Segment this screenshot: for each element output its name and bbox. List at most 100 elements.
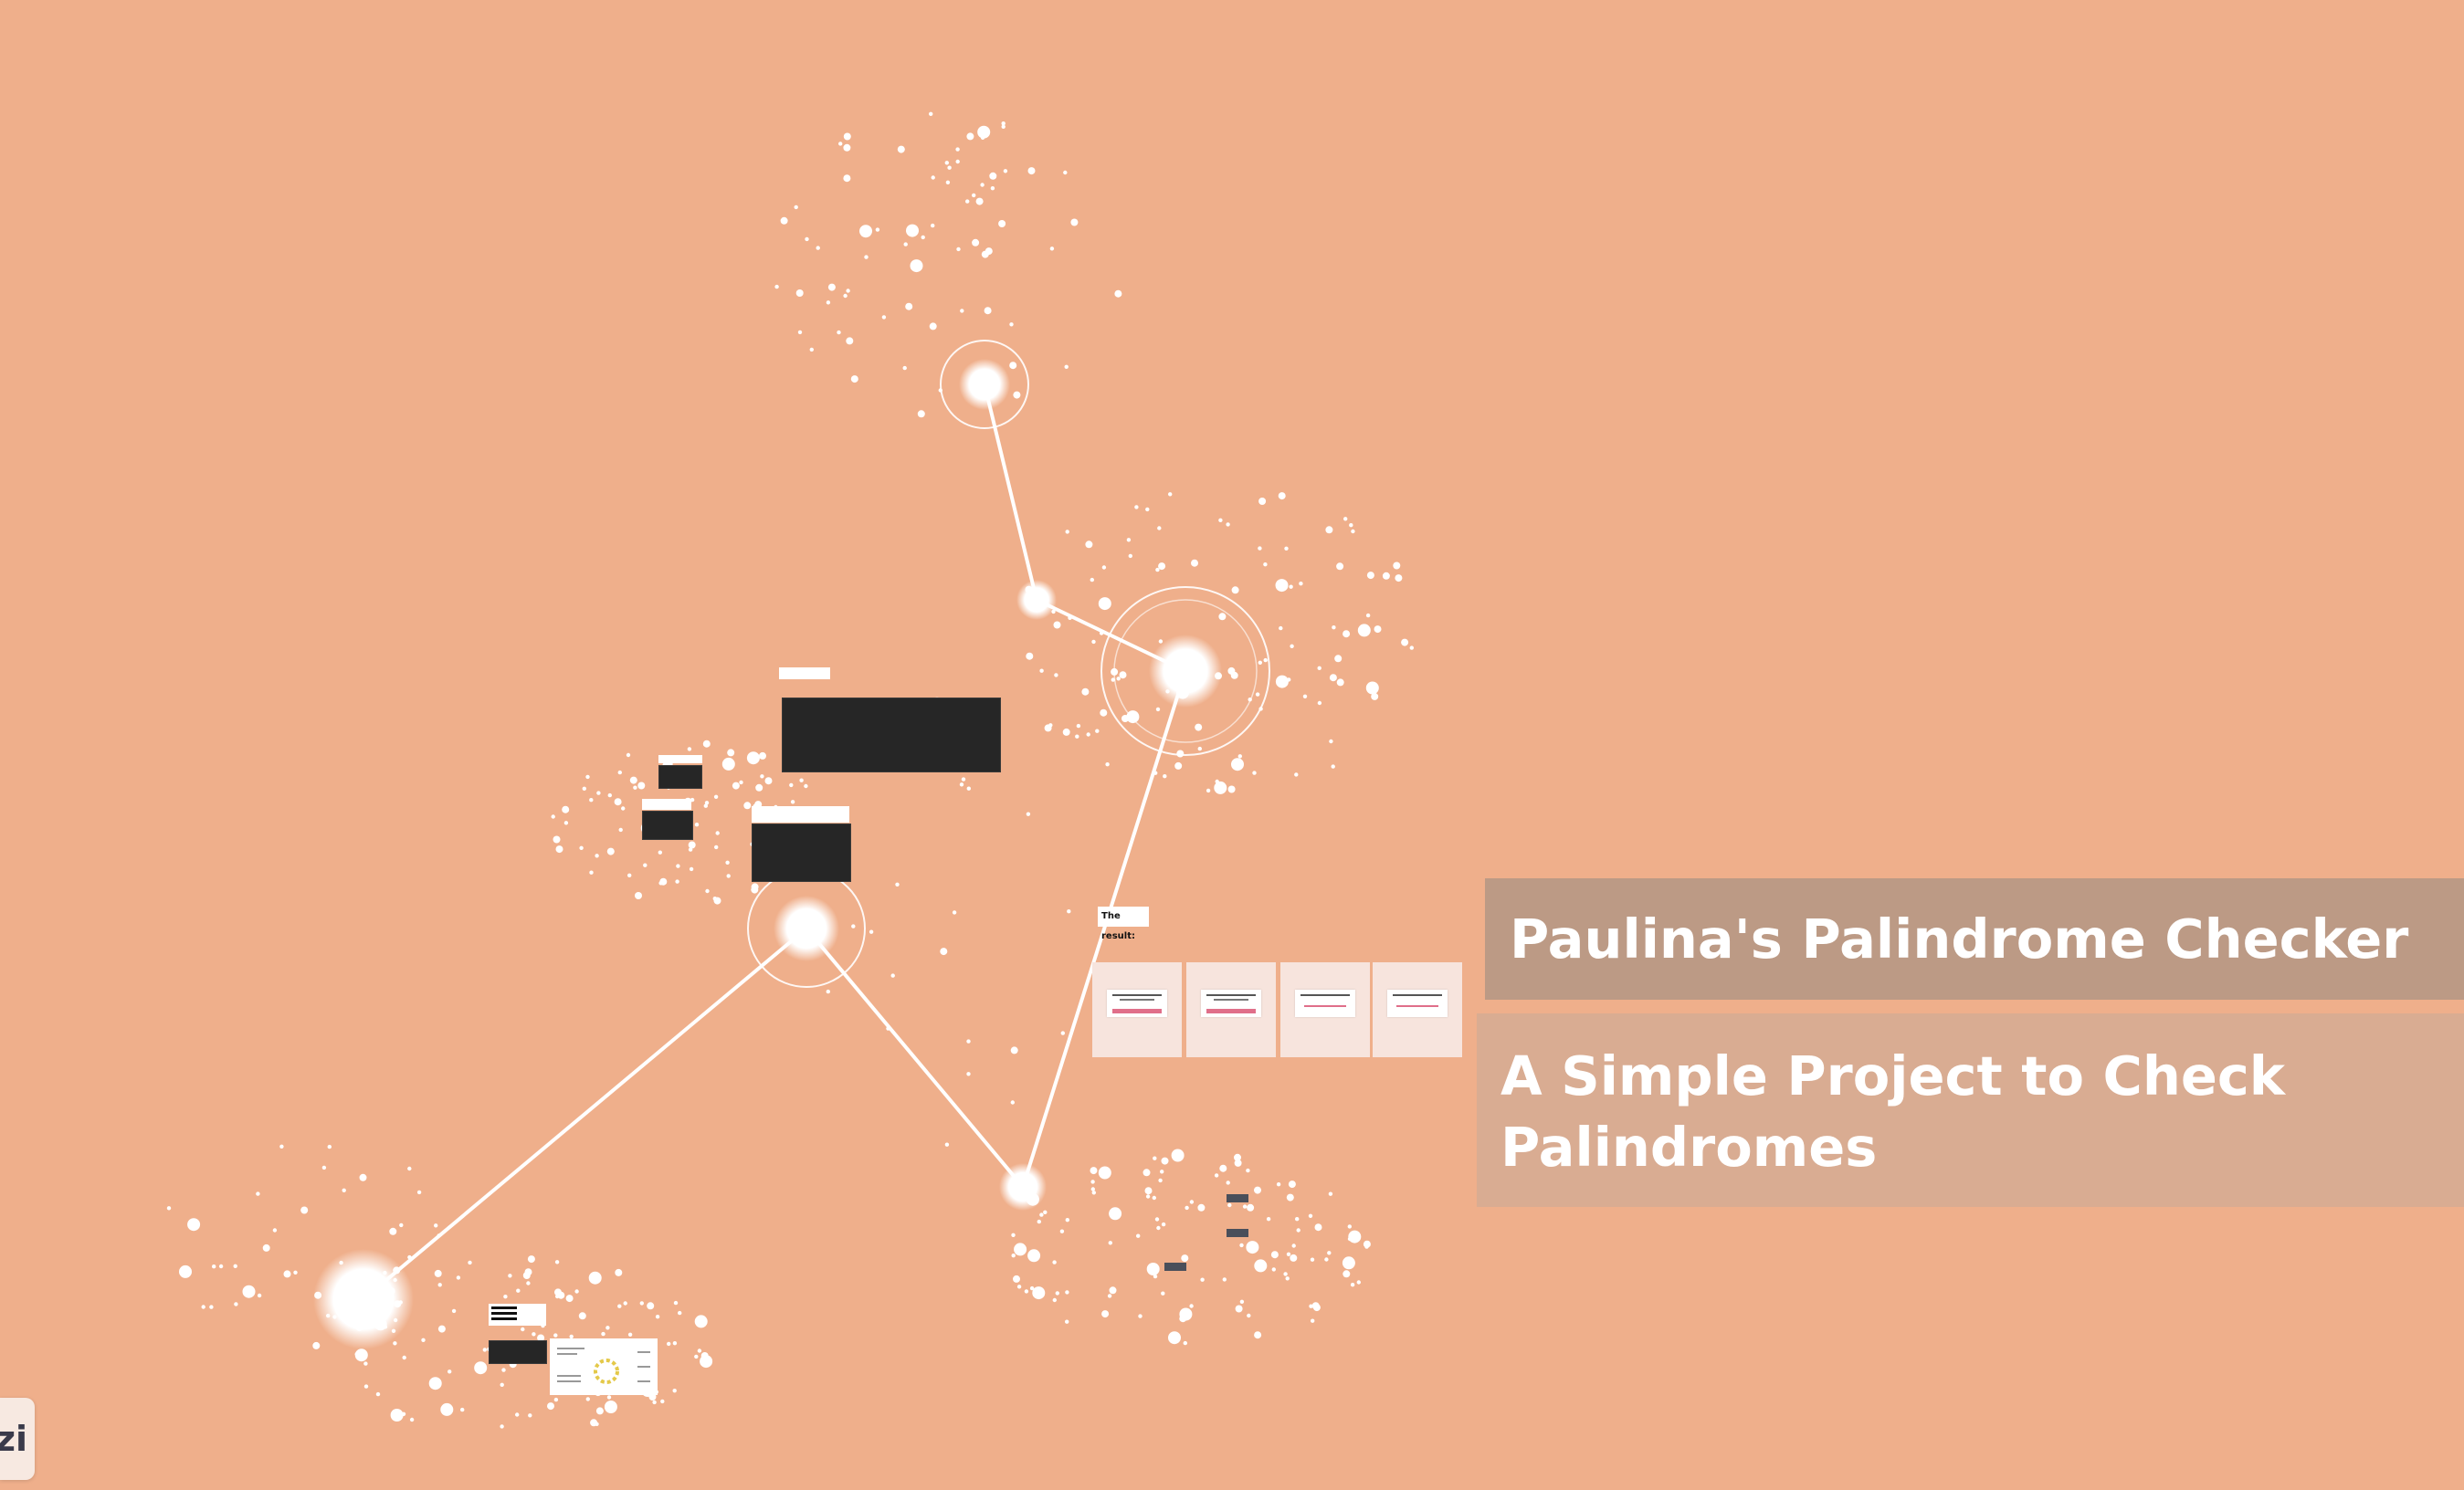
star-dot (1214, 1173, 1219, 1178)
star-dot (966, 1039, 971, 1044)
star-dot (1119, 671, 1127, 679)
code-screenshot-small-1[interactable] (658, 765, 702, 789)
star-dot (714, 845, 719, 850)
star-dot (1003, 169, 1008, 173)
star-dot (1027, 167, 1036, 175)
star-dot (1126, 710, 1140, 724)
star-dot (589, 870, 594, 875)
star-dot (851, 924, 856, 929)
star-dot (1409, 645, 1415, 650)
star-dot (451, 1308, 457, 1314)
star-dot (1329, 674, 1337, 682)
constellation-lines (362, 383, 1187, 1301)
result-card-4[interactable] (1373, 962, 1462, 1057)
code-screenshot-large[interactable] (782, 698, 1001, 772)
star-dot (437, 1283, 442, 1287)
star-dot (838, 142, 843, 146)
star-dot (363, 1384, 369, 1389)
star-dot (1348, 1230, 1362, 1243)
code-screenshot-medium[interactable] (752, 824, 851, 882)
star-dot (508, 1274, 512, 1278)
star-dot (637, 782, 646, 790)
code-screenshot-small-2[interactable] (642, 811, 693, 840)
star-dot (604, 1401, 617, 1413)
star-dot (1317, 666, 1322, 670)
star-dot (1109, 1207, 1122, 1221)
star-dot (300, 1206, 309, 1214)
star-dot (906, 224, 919, 237)
star-dot (759, 751, 766, 760)
star-dot (1311, 1318, 1315, 1323)
star-dot (675, 879, 679, 884)
star-dot (312, 1341, 321, 1349)
star-dot (187, 1218, 201, 1232)
star-dot (780, 216, 788, 225)
result-card-3[interactable] (1280, 962, 1370, 1057)
star-dot (399, 1222, 404, 1228)
notes-thumbnail[interactable] (489, 1304, 546, 1326)
star-dot (984, 307, 992, 315)
star-dot (864, 255, 869, 259)
star-dot (218, 1264, 224, 1269)
result-card-1[interactable] (1092, 962, 1182, 1057)
star-dot (816, 246, 820, 250)
star-dot (732, 782, 740, 790)
star-dot (551, 814, 555, 819)
star-dot (1011, 1233, 1016, 1238)
code-screenshot-bottom[interactable] (489, 1340, 547, 1364)
star-dot (1288, 1180, 1296, 1189)
star-dot (1185, 1205, 1189, 1211)
result-card-2[interactable] (1186, 962, 1276, 1057)
mini-frame-1[interactable] (1227, 1194, 1248, 1202)
star-dot (1014, 1243, 1027, 1256)
star-dot (1052, 1260, 1057, 1264)
star-dot (1231, 586, 1239, 594)
star-dot (407, 1166, 412, 1171)
star-dot (1336, 562, 1344, 571)
star-dot (931, 223, 935, 228)
star-dot (694, 823, 700, 827)
star-dot (1366, 572, 1374, 580)
star-dot (585, 1397, 590, 1401)
star-dot (626, 752, 631, 758)
title-frame[interactable]: Paulina's Palindrome Checker (1485, 878, 2464, 1000)
star-dot (166, 1206, 172, 1211)
star-dot (688, 841, 696, 849)
star-dot (1067, 909, 1071, 914)
star-dot (1275, 579, 1289, 593)
prezi-logo-badge[interactable]: zi (0, 1398, 35, 1480)
star-dot (694, 1315, 708, 1328)
star-dot (931, 175, 935, 180)
mini-frame-3[interactable] (1164, 1263, 1186, 1271)
star-dot (1309, 1304, 1313, 1308)
star-dot (713, 897, 721, 905)
star-dot (1158, 1178, 1163, 1183)
star-dot (605, 1326, 610, 1330)
star-dot (1314, 1223, 1322, 1232)
star-dot (437, 1325, 446, 1333)
result-card-content (1201, 990, 1261, 1017)
star-dot (1168, 492, 1173, 497)
star-dot (416, 1190, 422, 1195)
star-dot (359, 1173, 367, 1181)
star-dot (1161, 1157, 1169, 1165)
mini-frame-2[interactable] (1227, 1229, 1248, 1237)
star-dot (1312, 1304, 1321, 1312)
star-dot (902, 365, 907, 371)
star-dot (977, 125, 991, 139)
star-dot (648, 1393, 657, 1401)
star-dot (959, 782, 964, 787)
star-dot (1171, 1149, 1185, 1162)
star-dot (1128, 553, 1133, 559)
result-label[interactable]: The result: (1098, 907, 1149, 941)
subtitle-frame[interactable]: A Simple Project to Check Palindromes (1477, 1013, 2464, 1207)
star-dot (1206, 788, 1211, 793)
star-dot (1116, 677, 1121, 681)
star-dot (565, 1295, 574, 1303)
code-caption-large (779, 667, 830, 679)
code-caption-small-1 (658, 755, 702, 763)
star-dot (1189, 1200, 1195, 1204)
star-dot (1279, 625, 1283, 631)
flowchart-thumbnail[interactable] (550, 1338, 658, 1395)
